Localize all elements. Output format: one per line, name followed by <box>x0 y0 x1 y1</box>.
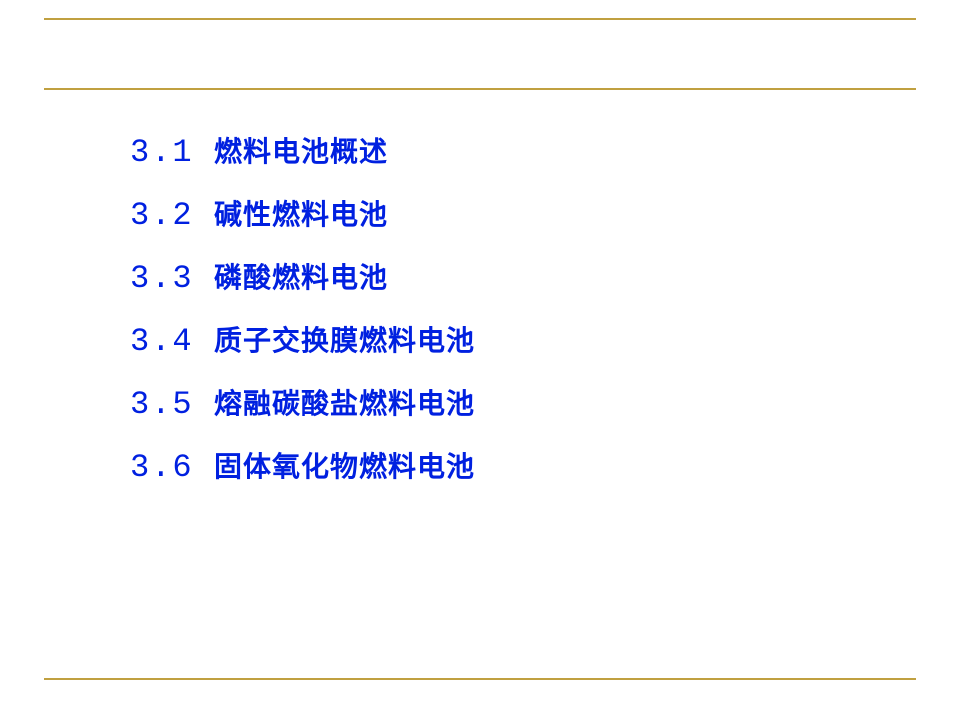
item-text: 质子交换膜燃料电池 <box>214 319 475 359</box>
content-list: 3.1 燃料电池概述 3.2 碱性燃料电池 3.3 磷酸燃料电池 3.4 质子交… <box>130 130 475 508</box>
list-item: 3.3 磷酸燃料电池 <box>130 256 475 297</box>
list-item: 3.1 燃料电池概述 <box>130 130 475 171</box>
list-item: 3.4 质子交换膜燃料电池 <box>130 319 475 360</box>
bottom-rule <box>44 678 916 680</box>
list-item: 3.2 碱性燃料电池 <box>130 193 475 234</box>
title-box <box>44 18 916 90</box>
item-text: 熔融碳酸盐燃料电池 <box>214 382 475 422</box>
slide: 3.1 燃料电池概述 3.2 碱性燃料电池 3.3 磷酸燃料电池 3.4 质子交… <box>0 0 960 720</box>
list-item: 3.6 固体氧化物燃料电池 <box>130 445 475 486</box>
item-number: 3.4 <box>130 323 202 360</box>
item-number: 3.5 <box>130 386 202 423</box>
item-text: 固体氧化物燃料电池 <box>214 445 475 485</box>
item-text: 燃料电池概述 <box>214 130 388 170</box>
list-item: 3.5 熔融碳酸盐燃料电池 <box>130 382 475 423</box>
item-text: 磷酸燃料电池 <box>214 256 388 296</box>
item-number: 3.6 <box>130 449 202 486</box>
item-text: 碱性燃料电池 <box>214 193 388 233</box>
item-number: 3.2 <box>130 197 202 234</box>
item-number: 3.1 <box>130 134 202 171</box>
item-number: 3.3 <box>130 260 202 297</box>
